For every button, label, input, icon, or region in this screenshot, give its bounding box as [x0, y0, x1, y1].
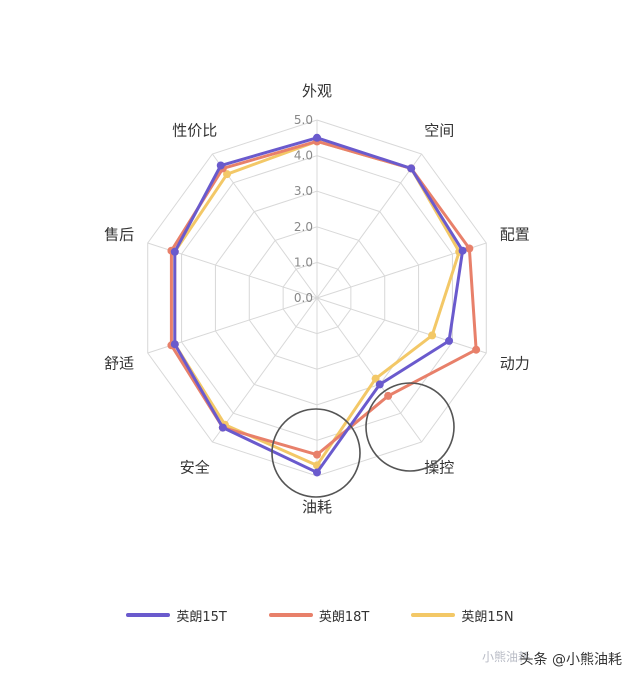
tick-label-3: 3.0 [294, 184, 313, 198]
watermark: 头条 @小熊油耗 [519, 652, 622, 668]
series-1-point-5 [375, 380, 384, 389]
axis-label-2: 空间 [424, 122, 454, 140]
legend-label-3: 英朗15N [461, 609, 514, 625]
series-2-point-5 [384, 391, 393, 400]
legend-item-2[interactable]: 英朗18T [268, 604, 370, 626]
axis-label-4: 动力 [500, 354, 530, 372]
highlight-circle-handling [365, 382, 455, 472]
series-3-point-10 [223, 170, 232, 179]
legend-swatch-1 [126, 613, 171, 617]
series-1-point-6 [313, 468, 321, 477]
axis-label-9: 售后 [104, 226, 134, 244]
grid-spoke-7 [211, 297, 318, 443]
grid-spoke-10 [211, 153, 318, 299]
legend-item-1[interactable]: 英朗15T [126, 604, 227, 626]
grid-spoke-5 [316, 297, 423, 443]
axis-label-7: 安全 [180, 458, 210, 476]
series-1-point-10 [216, 161, 225, 170]
legend-item-3[interactable]: 英朗15N [411, 604, 514, 626]
tick-label-4: 4.0 [294, 149, 313, 163]
tick-label-0: 0.0 [294, 291, 313, 305]
legend-swatch-3 [411, 613, 456, 617]
series-1-point-2 [407, 164, 416, 173]
axis-label-8: 舒适 [104, 354, 134, 372]
axis-label-1: 外观 [302, 82, 332, 100]
series-1-point-9 [170, 247, 179, 256]
legend-label-2: 英朗18T [318, 609, 370, 625]
tick-label-5: 5.0 [294, 113, 313, 127]
grid-spoke-4 [316, 297, 487, 354]
series-2-point-3 [465, 244, 474, 253]
tick-label-2: 2.0 [294, 220, 313, 234]
series-2-point-4 [472, 345, 481, 354]
axis-label-3: 配置 [500, 226, 530, 244]
legend-label-1: 英朗15T [176, 609, 227, 625]
series-3-point-5 [371, 374, 380, 383]
series-1-point-7 [218, 423, 227, 432]
series-1-point-3 [458, 246, 467, 255]
watermark-logo: 小熊油耗 [481, 650, 530, 664]
series-1-point-1 [313, 133, 321, 142]
axis-label-5: 操控 [424, 458, 454, 476]
series-1-point-4 [445, 336, 454, 345]
legend: 英朗15T 英朗18T 英朗15N [0, 604, 640, 626]
highlight-circle-fuel [271, 408, 361, 498]
series-1-point-8 [170, 340, 179, 349]
legend-swatch-2 [268, 613, 313, 617]
series-2-point-6 [313, 450, 321, 459]
axis-label-10: 性价比 [172, 122, 217, 140]
series-3-point-4 [428, 331, 437, 340]
tick-label-1: 1.0 [294, 255, 313, 269]
axis-label-6: 油耗 [302, 498, 332, 516]
grid-spoke-2 [316, 153, 423, 299]
